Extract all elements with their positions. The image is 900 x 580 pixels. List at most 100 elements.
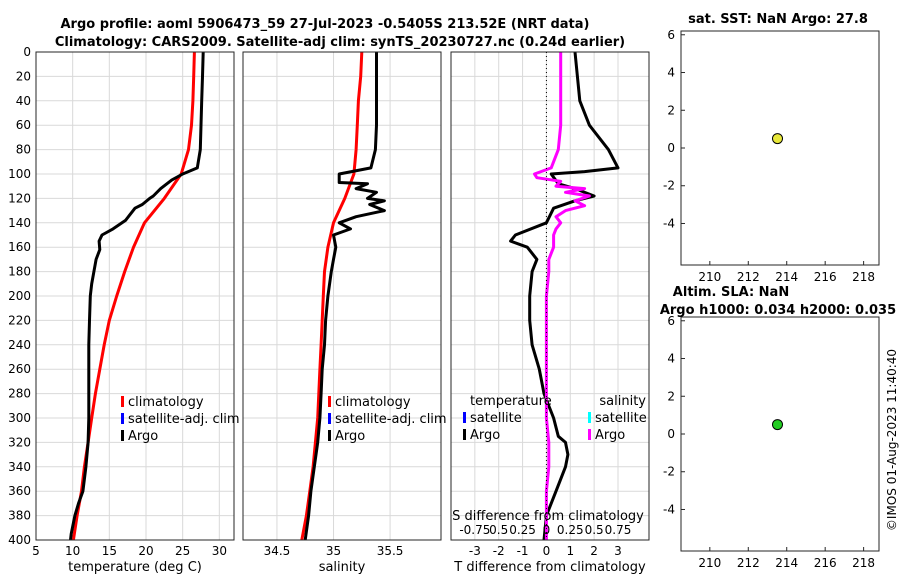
- sla-panel-title-line2: Argo h1000: 0.034 h2000: 0.035: [660, 303, 896, 318]
- x-tick-label: 25: [175, 544, 190, 558]
- legend-swatch: [328, 396, 331, 407]
- x-tick-label: 35: [326, 544, 341, 558]
- axes-frame: [242, 51, 442, 541]
- y-tick-label: 80: [16, 143, 31, 157]
- x-tick-label: 212: [737, 556, 760, 570]
- data-point-marker: [772, 133, 784, 145]
- y-tick-label: 140: [8, 216, 31, 230]
- panel-salinity: 34.5 35 35.5 salinity climatology satellite-a…: [242, 51, 447, 575]
- y-tick-label: 160: [8, 240, 31, 254]
- s-difference-label: S difference from climatology: [452, 509, 644, 524]
- y-tick-label: 60: [16, 118, 31, 132]
- y-tick-label: 280: [8, 387, 31, 401]
- x-tick-label: 216: [814, 270, 837, 284]
- legend-swatch: [463, 412, 466, 423]
- legend-swatch: [328, 413, 331, 424]
- x-tick-label: 0: [543, 544, 551, 558]
- x-tick-label: 214: [775, 270, 798, 284]
- legend-swatch: [463, 429, 466, 440]
- legend-label: satellite-adj. clim: [335, 412, 447, 427]
- y-tick-label: 300: [8, 411, 31, 425]
- x-tick-label: 30: [212, 544, 227, 558]
- y-tick-label: 6: [667, 314, 675, 328]
- legend-label: satellite: [470, 411, 522, 426]
- x-tick-label: 5: [32, 544, 40, 558]
- y-tick-label: 340: [8, 460, 31, 474]
- x-tick-label: 15: [102, 544, 117, 558]
- legend-swatch: [121, 413, 124, 424]
- figure-title-line2: Climatology: CARS2009. Satellite-adj cli…: [55, 35, 625, 50]
- y-tick-label: 6: [667, 28, 675, 42]
- legend-title-temperature: temperature: [470, 394, 552, 409]
- legend-swatch: [588, 412, 591, 423]
- x-axis-label: salinity: [319, 560, 366, 575]
- series-line-argo: [303, 52, 386, 541]
- x-tick-label: 218: [852, 270, 875, 284]
- x-tick-label: 2: [590, 544, 598, 558]
- y-tick-label: 4: [667, 352, 675, 366]
- y-tick-label: 20: [16, 69, 31, 83]
- x-axis-label: T difference from climatology: [453, 560, 646, 575]
- timestamp-watermark: ©IMOS 01-Aug-2023 11:40:40: [885, 349, 899, 531]
- y-tick-label: 240: [8, 338, 31, 352]
- s-tick-label: -0.75: [459, 523, 490, 537]
- y-tick-label: 100: [8, 167, 31, 181]
- y-tick-label: 380: [8, 509, 31, 523]
- figure-title-line1: Argo profile: aoml 5906473_59 27-Jul-202…: [61, 17, 590, 32]
- s-tick-label: 0.25: [509, 523, 536, 537]
- y-tick-label: 260: [8, 362, 31, 376]
- data-point-marker: [772, 419, 784, 431]
- y-tick-label: 2: [667, 103, 675, 117]
- s-tick-label: 0: [543, 523, 551, 537]
- legend-swatch: [328, 430, 331, 441]
- y-tick-label: 320: [8, 435, 31, 449]
- panel-difference: -3 -2 -1 0 1 2 3 T difference from climatology t…: [450, 51, 650, 575]
- axes-frame: [680, 30, 880, 266]
- legend-label: satellite-adj. clim: [128, 412, 240, 427]
- axes-frame: [35, 51, 235, 541]
- panel-sla: -4 -2 0 2 4 6 210 212 214 216 218 Altim. SLA: NaN Ar…: [660, 285, 896, 570]
- legend-label: Argo: [128, 429, 158, 444]
- x-tick-label: 218: [852, 556, 875, 570]
- legend-swatch: [121, 396, 124, 407]
- series-line-argo: [69, 51, 205, 541]
- x-tick-label: 214: [775, 556, 798, 570]
- legend-label: Argo: [595, 428, 625, 443]
- series-line-t-difference-argo: [509, 51, 620, 541]
- legend-title-salinity: salinity: [599, 394, 646, 409]
- series-line-climatology: [300, 51, 364, 541]
- legend-label: Argo: [470, 428, 500, 443]
- x-tick-label: 212: [737, 270, 760, 284]
- legend-label: satellite: [595, 411, 647, 426]
- sla-panel-title-line1: Altim. SLA: NaN: [673, 285, 789, 300]
- x-tick-label: -1: [517, 544, 529, 558]
- y-tick-label: -2: [663, 179, 675, 193]
- legend-label: climatology: [128, 395, 204, 410]
- x-tick-label: 10: [65, 544, 80, 558]
- y-tick-label: 40: [16, 94, 31, 108]
- panel-sst: -4 -2 0 2 4 6 210 212 214 216 218 sat. SST: NaN Arg…: [663, 12, 880, 284]
- y-tick-label: 0: [23, 45, 31, 59]
- x-tick-label: -2: [493, 544, 505, 558]
- x-tick-label: 216: [814, 556, 837, 570]
- panel-temperature: 0 20 40 60 80 100 120 140 160 180 200 220 240 260 280 3…: [8, 45, 240, 575]
- legend-label: Argo: [335, 429, 365, 444]
- y-tick-label: 400: [8, 533, 31, 547]
- y-tick-label: 0: [667, 141, 675, 155]
- axes-frame: [450, 51, 650, 541]
- legend-label: climatology: [335, 395, 411, 410]
- y-tick-label: 2: [667, 389, 675, 403]
- x-tick-label: 1: [566, 544, 574, 558]
- y-tick-label: 200: [8, 289, 31, 303]
- y-tick-label: 4: [667, 66, 675, 80]
- x-tick-label: 20: [138, 544, 153, 558]
- s-tick-label: 0.5: [585, 523, 604, 537]
- y-tick-label: -4: [663, 502, 675, 516]
- legend-swatch: [588, 429, 591, 440]
- sst-panel-title: sat. SST: NaN Argo: 27.8: [688, 12, 868, 27]
- axes-frame: [680, 316, 880, 552]
- series-line-s-difference-argo: [533, 52, 591, 540]
- x-tick-label: 210: [698, 270, 721, 284]
- y-tick-label: 220: [8, 313, 31, 327]
